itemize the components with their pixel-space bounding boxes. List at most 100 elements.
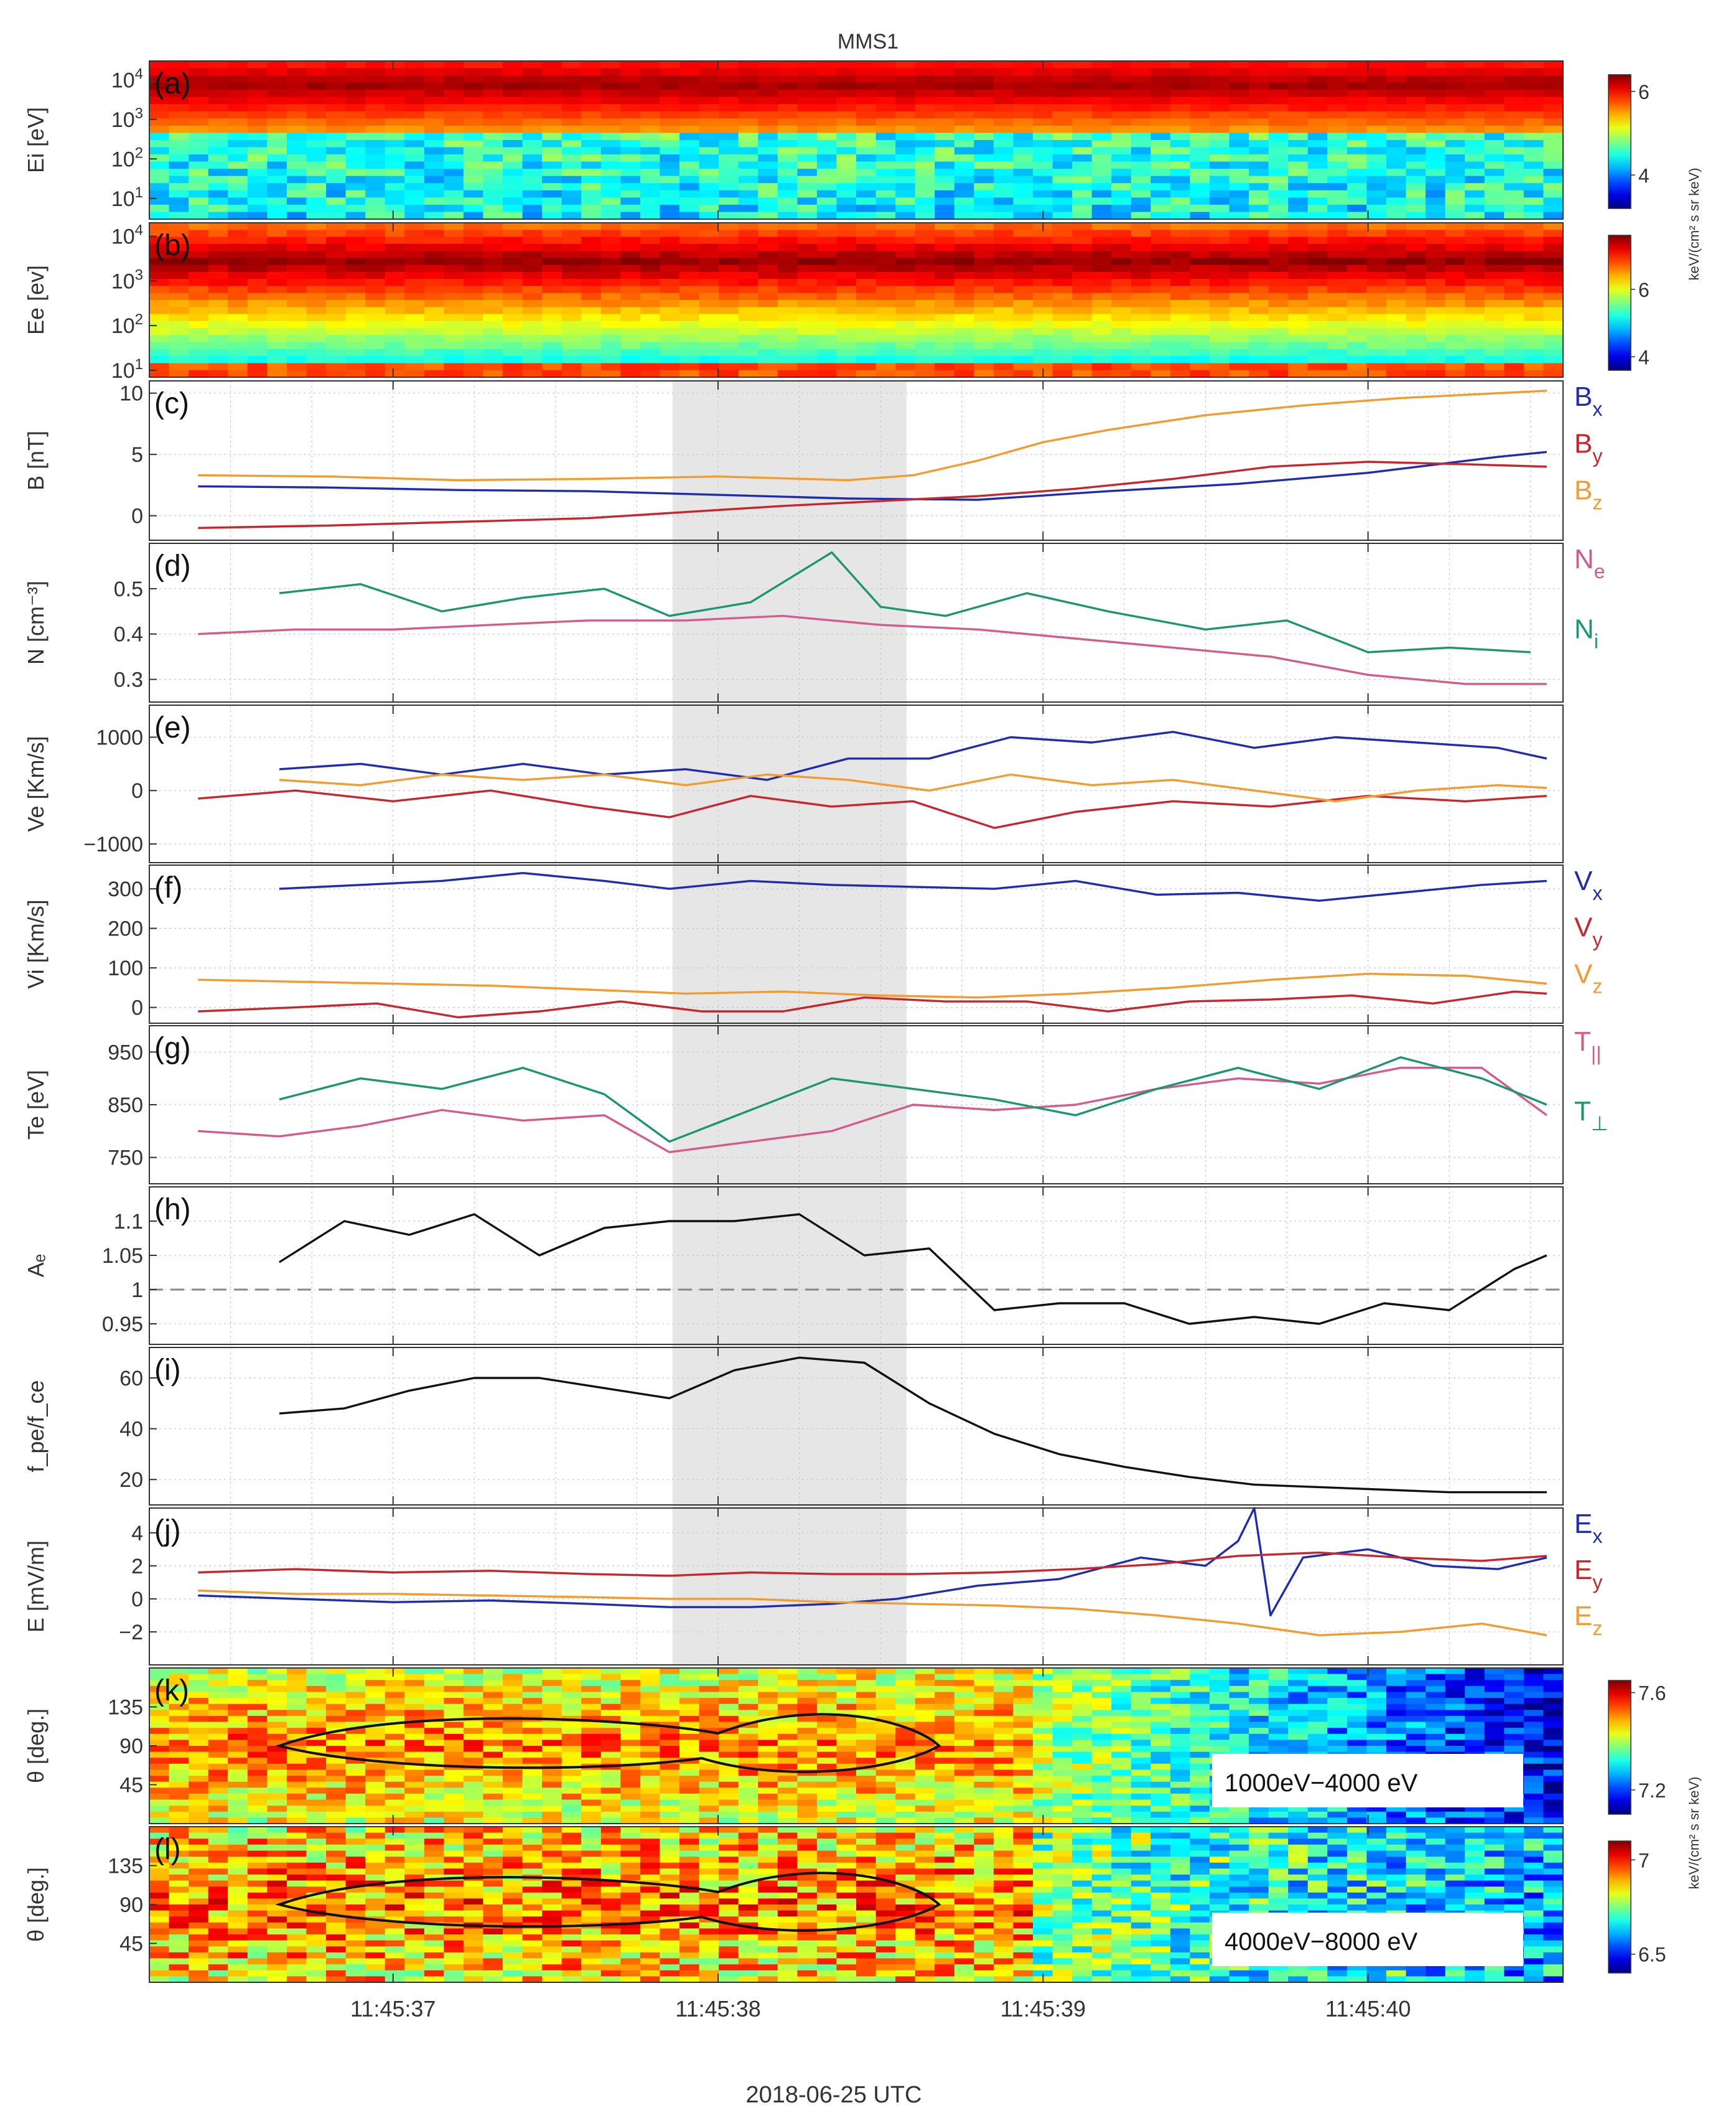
y-tick-label: 103 <box>111 266 143 293</box>
panel-label-a: (a) <box>154 67 191 100</box>
y-axis-label-h: Aₑ <box>23 1254 49 1277</box>
colorbar-l: 76.5 <box>1608 1840 1666 1974</box>
y-tick-label: 0.5 <box>114 578 143 601</box>
colorbar-a: 6 4 keV/(cm² s sr keV) <box>1608 74 1702 280</box>
grid-j <box>149 1508 1563 1665</box>
y-tick-label: 1000 <box>96 726 143 749</box>
colorbar-tick-label: 4 <box>1638 346 1650 368</box>
y-tick-label: 0.3 <box>114 668 143 692</box>
grid-h <box>149 1187 1563 1344</box>
series-Tpar <box>198 1066 1547 1153</box>
y-tick-label: 1.1 <box>114 1210 143 1234</box>
series-Vx <box>279 731 1547 781</box>
panel-k: 1000eV−4000 eV 7.6 7.2 keV/(cm² s sr keV) 45… <box>23 1667 1702 1889</box>
grid-e <box>149 705 1563 863</box>
annotation-box-l <box>1212 1913 1523 1966</box>
series-Vix <box>279 871 1547 902</box>
grid-d <box>149 543 1563 702</box>
panel-label-j: (j) <box>154 1514 181 1547</box>
axes-i: 20 40 60 <box>119 1347 1564 1506</box>
series-Ez <box>198 1589 1547 1637</box>
legend-Bz: Bz <box>1574 476 1602 514</box>
y-tick-label: 100 <box>108 957 143 980</box>
series-Ex <box>198 1507 1547 1617</box>
grid-c <box>149 381 1563 540</box>
y-tick-label: 90 <box>119 1735 143 1758</box>
panel-label-k: (k) <box>154 1674 189 1707</box>
x-axis-label: 2018-06-25 UTC <box>745 2082 922 2108</box>
y-tick-label: 0 <box>131 505 143 528</box>
y-tick-label: 45 <box>119 1774 143 1797</box>
y-tick-label: 103 <box>111 105 143 132</box>
y-tick-label: 4 <box>131 1522 143 1545</box>
series-Viy <box>198 990 1547 1019</box>
y-tick-label: 60 <box>119 1367 143 1390</box>
x-tick-label: 11:45:39 <box>1001 1996 1086 2022</box>
colorbar-tick-label: 7.6 <box>1638 1682 1666 1705</box>
series-Ne <box>198 614 1547 685</box>
colorbar-label: keV/(cm² s sr keV) <box>1686 1777 1702 1890</box>
series-Vz <box>279 773 1547 803</box>
y-tick-label: 5 <box>131 443 143 467</box>
y-tick-label: 2 <box>131 1555 143 1578</box>
annotation-text-k: 1000eV−4000 eV <box>1225 1769 1418 1797</box>
y-tick-label: 0 <box>131 1588 143 1611</box>
series-Tperp <box>279 1056 1547 1143</box>
panel-label-b: (b) <box>154 229 191 262</box>
y-tick-label: 850 <box>108 1094 143 1117</box>
colorbar-k: 7.6 7.2 keV/(cm² s sr keV) <box>1608 1680 1702 1889</box>
x-tick-labels: 11:45:37 11:45:38 11:45:39 11:45:40 <box>350 1996 1411 2022</box>
y-axis-label-d: N [cm⁻³] <box>23 581 49 665</box>
series-Ae <box>278 1213 1547 1325</box>
y-tick-label: 1.05 <box>102 1244 143 1268</box>
axes-d: 0.3 0.4 0.5 <box>114 543 1564 703</box>
y-tick-label: 0 <box>131 779 143 803</box>
grid-f <box>149 865 1563 1023</box>
panel-label-i: (i) <box>154 1354 181 1387</box>
y-axis-label-b: Ee [ev] <box>23 265 49 335</box>
y-tick-label: 200 <box>108 917 143 941</box>
annotation-box-k <box>1212 1754 1523 1807</box>
y-tick-label: −1000 <box>84 833 144 856</box>
series-Ni <box>279 551 1531 654</box>
y-axis-label-j: E [mV/m] <box>23 1540 49 1633</box>
grid-g <box>149 1026 1563 1184</box>
y-axis-label-g: Te [eV] <box>23 1070 49 1140</box>
heatmap-k <box>149 1668 1564 1824</box>
heatmap-b <box>149 223 1564 378</box>
y-tick-label: 102 <box>111 144 143 171</box>
axes-e: −1000 0 1000 <box>84 705 1564 863</box>
x-tick-label: 11:45:37 <box>350 1996 436 2022</box>
series-By <box>198 461 1547 529</box>
axes-f: 0 100 200 300 <box>108 864 1564 1024</box>
series-Viz <box>198 972 1547 999</box>
series-Ey <box>198 1551 1547 1577</box>
y-tick-label: 20 <box>119 1468 143 1492</box>
y-tick-label: 750 <box>108 1146 143 1170</box>
axes-g: 750 850 950 <box>108 1025 1564 1184</box>
panel-label-f: (f) <box>154 871 182 904</box>
series-Bz <box>198 390 1547 482</box>
panel-h: 0.95 1 1.05 1.1 (h) Aₑ <box>23 1186 1564 1345</box>
y-tick-label: 90 <box>119 1893 143 1917</box>
colorbar-b: 64 <box>1608 235 1650 371</box>
panel-label-c: (c) <box>154 387 189 420</box>
y-tick-label: −2 <box>119 1621 143 1644</box>
series-Vy <box>198 789 1547 830</box>
heatmap-a <box>149 61 1564 220</box>
panel-label-e: (e) <box>154 711 191 744</box>
colorbar-tick-label: 6 <box>1638 279 1650 301</box>
panel-label-h: (h) <box>154 1193 191 1226</box>
y-axis-label-e: Ve [Km/s] <box>23 736 49 832</box>
y-tick-label: 0.4 <box>114 623 143 647</box>
contour-l <box>275 1872 941 1932</box>
y-axis-label-l: θ [deg.] <box>23 1867 49 1942</box>
series-fpe/fce <box>279 1356 1547 1494</box>
